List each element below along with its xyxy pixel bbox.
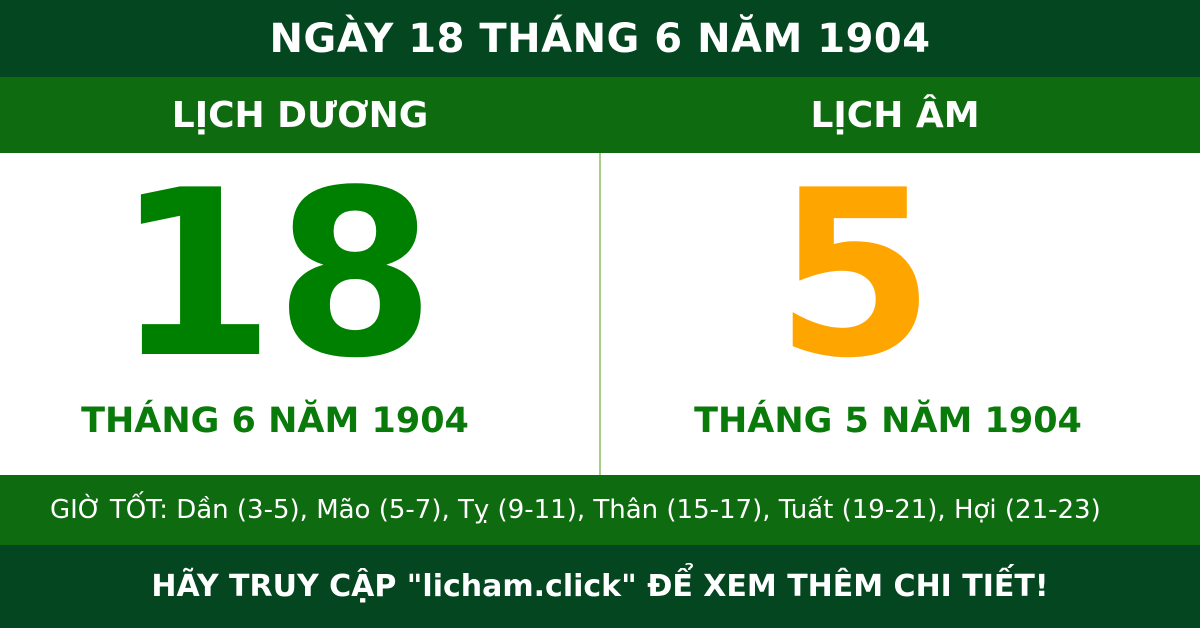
lunar-column: 5 THÁNG 5 NĂM 1904 (600, 153, 1200, 475)
good-hours: GIỜ TỐT: Dần (3-5), Mão (5-7), Tỵ (9-11)… (0, 475, 1200, 545)
lunar-label: LỊCH ÂM (810, 94, 980, 136)
calendar-panel: 18 THÁNG 6 NĂM 1904 5 THÁNG 5 NĂM 1904 (0, 153, 1200, 475)
solar-day: 18 (114, 142, 436, 409)
divider (599, 153, 601, 475)
lunar-month-year: THÁNG 5 NĂM 1904 (694, 401, 1082, 441)
solar-label: LỊCH DƯƠNG (171, 94, 429, 136)
footer-cta: HÃY TRUY CẬP "licham.click" ĐỂ XEM THÊM … (0, 545, 1200, 628)
page-title: NGÀY 18 THÁNG 6 NĂM 1904 (0, 0, 1200, 77)
lunar-day: 5 (774, 142, 936, 409)
calendar-labels: LỊCH DƯƠNG LỊCH ÂM (0, 77, 1200, 153)
solar-month-year: THÁNG 6 NĂM 1904 (81, 401, 469, 441)
solar-column: 18 THÁNG 6 NĂM 1904 (0, 153, 575, 475)
